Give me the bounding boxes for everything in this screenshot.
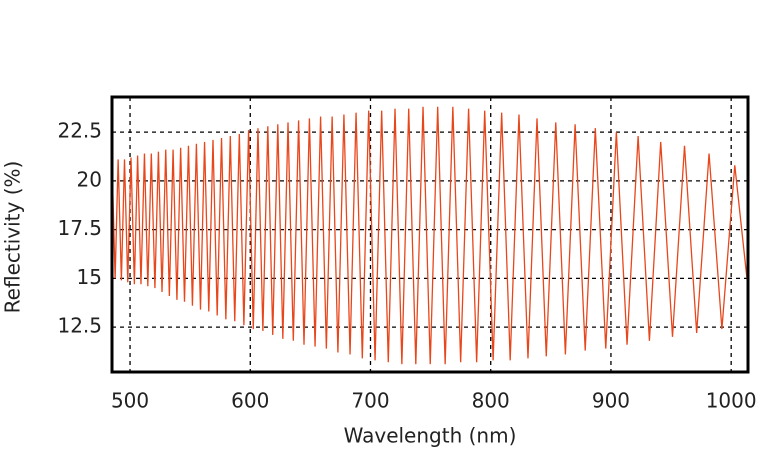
x-tick-label: 1000	[706, 389, 757, 413]
y-axis-label: Reflectivity (%)	[1, 161, 25, 314]
x-tick-label: 800	[472, 389, 510, 413]
y-tick-label: 12.5	[57, 314, 102, 338]
x-tick-label: 500	[111, 389, 149, 413]
x-tick-label: 600	[231, 389, 269, 413]
y-tick-label: 15	[77, 265, 102, 289]
y-tick-label: 17.5	[57, 216, 102, 240]
y-tick-label: 22.5	[57, 119, 102, 143]
plot-frame	[110, 95, 750, 374]
x-tick-label: 900	[592, 389, 630, 413]
y-tick-label: 20	[77, 167, 102, 191]
data-line	[112, 106, 748, 365]
x-tick-label: 700	[351, 389, 389, 413]
x-axis-label: Wavelength (nm)	[344, 424, 517, 448]
